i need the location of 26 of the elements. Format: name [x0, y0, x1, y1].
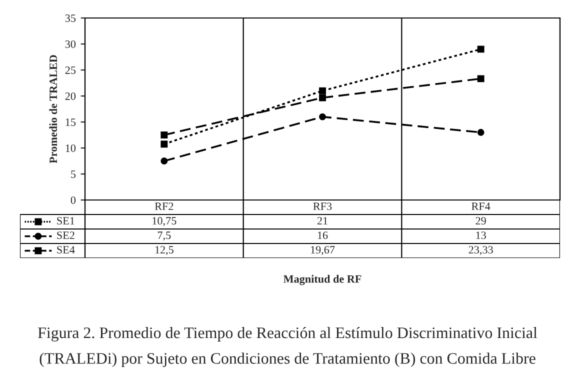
y-tick-label: 35	[65, 14, 76, 22]
y-tick-label: 0	[70, 196, 76, 204]
data-label: 29	[476, 217, 486, 225]
y-tick-label: 15	[66, 118, 76, 126]
data-label: 7,5	[158, 232, 171, 241]
data-label: 13	[476, 232, 486, 240]
y-tick-label: 25	[65, 66, 76, 74]
y-tick-label: 20	[65, 92, 76, 100]
data-label: 23,33	[468, 246, 493, 256]
text: Magnitud de RF	[283, 274, 362, 286]
y-tick-label: 30	[65, 40, 76, 48]
y-axis-title: Promedio de TRALED	[49, 55, 58, 164]
legend-label: SE1	[57, 217, 74, 225]
legend-label: SE2	[57, 232, 74, 240]
y-tick-label: 5	[71, 170, 76, 178]
x-tick-label: RF4	[472, 202, 490, 210]
x-tick-label: RF2	[154, 202, 174, 210]
data-label: 10,75	[152, 217, 176, 226]
data-label: 12,5	[155, 246, 174, 256]
text: Figura 2. Promedio de Tiempo de Reacción al Estímulo Discriminativo Inicial (TRALEDi) por Sujeto en Condiciones de Tratamiento (B) con Comida Libre	[38, 326, 538, 368]
x-tick-label: RF3	[313, 202, 332, 210]
y-tick-label: 10	[66, 144, 76, 152]
data-label: 16	[318, 232, 328, 240]
data-label: 19,67	[310, 246, 335, 256]
data-label: 21	[317, 217, 328, 224]
legend-label: SE4	[57, 246, 75, 254]
